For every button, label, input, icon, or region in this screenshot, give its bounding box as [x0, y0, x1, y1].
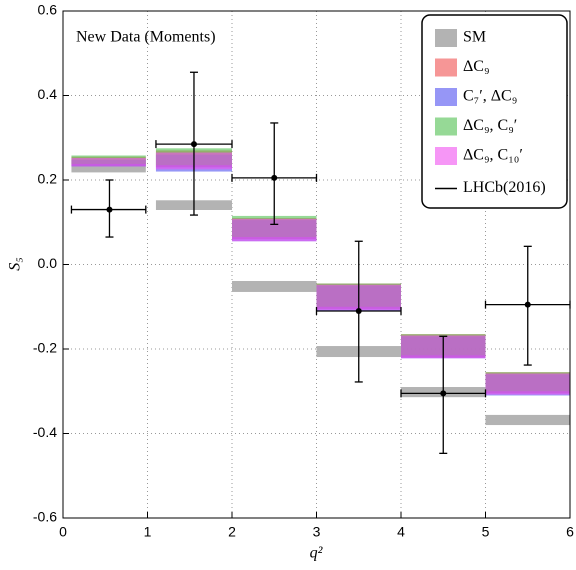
legend-swatch: [435, 29, 457, 47]
data-point: [271, 174, 278, 181]
data-point: [440, 390, 447, 397]
data-point: [106, 206, 113, 213]
legend-label: LHCb(2016): [463, 179, 546, 196]
x-tick-label: 6: [566, 524, 574, 540]
y-tick-label: 0.0: [38, 255, 58, 271]
legend-swatch: [435, 88, 457, 106]
data-point: [524, 301, 531, 308]
x-axis-label: q²: [310, 545, 324, 562]
legend-swatch: [435, 147, 457, 165]
y-axis-label: S₅: [7, 257, 24, 271]
legend-label: SM: [463, 29, 486, 46]
band: [232, 280, 317, 292]
y-tick-label: 0.4: [38, 86, 58, 102]
x-tick-label: 2: [228, 524, 236, 540]
x-tick-label: 3: [313, 524, 321, 540]
y-tick-label: 0.6: [38, 2, 58, 18]
legend-label: C₇′, ΔC₉: [463, 88, 517, 105]
x-tick-label: 0: [59, 524, 67, 540]
legend-label: ΔC₉: [463, 58, 490, 75]
legend-swatch: [435, 117, 457, 136]
data-point: [355, 307, 362, 314]
band: [71, 158, 146, 167]
band: [71, 164, 146, 173]
legend-swatch: [435, 58, 457, 77]
legend-label: ΔC₉, C₁₀′: [463, 147, 523, 164]
legend-box: [421, 14, 568, 209]
x-tick-label: 5: [482, 524, 490, 540]
y-tick-label: -0.4: [33, 424, 57, 440]
data-point: [190, 141, 197, 148]
legend-label: ΔC₉, C₉′: [463, 117, 517, 134]
y-tick-label: -0.6: [33, 509, 57, 525]
y-tick-label: -0.2: [33, 340, 57, 356]
y-tick-label: 0.2: [38, 171, 58, 187]
x-tick-label: 4: [397, 524, 405, 540]
band: [485, 414, 570, 426]
x-tick-label: 1: [144, 524, 152, 540]
annotation: New Data (Moments): [76, 29, 216, 46]
band: [232, 218, 317, 242]
band: [485, 373, 570, 395]
